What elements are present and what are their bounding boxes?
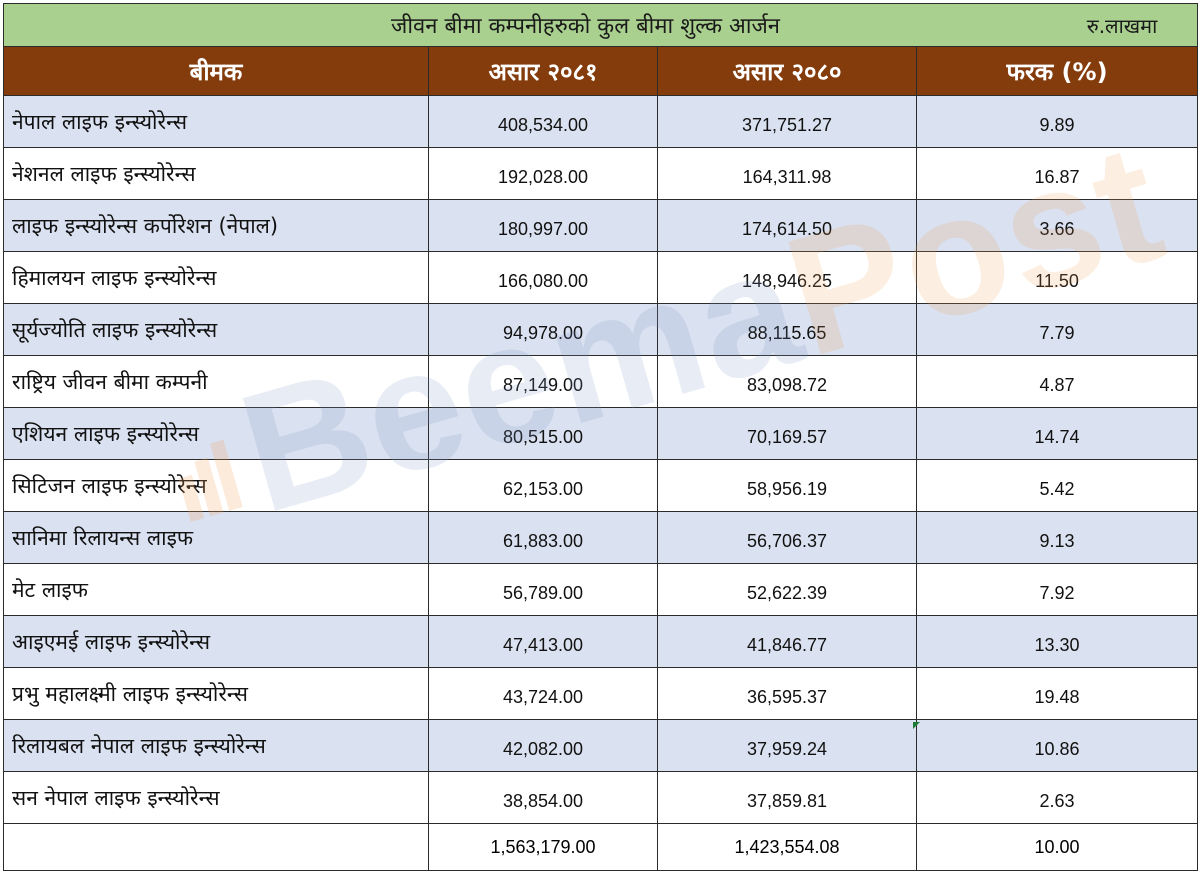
asar-2081-cell: 80,515.00 xyxy=(428,407,658,460)
table-row: सन नेपाल लाइफ इन्स्योरेन्स 38,854.00 37,85… xyxy=(3,771,1199,824)
table-row: रिलायबल नेपाल लाइफ इन्स्योरेन्स 42,082.00… xyxy=(3,719,1199,772)
header-asar-2080: असार २०८० xyxy=(657,46,917,96)
title-row: जीवन बीमा कम्पनीहरुको कुल बीमा शुल्क आर्… xyxy=(2,3,1199,47)
asar-2081-cell: 38,854.00 xyxy=(428,771,658,824)
difference-cell: 2.63 xyxy=(915,771,1199,824)
insurer-name-cell: सूर्यज्योति लाइफ इन्स्योरेन्स xyxy=(3,303,429,356)
asar-2081-cell: 47,413.00 xyxy=(428,615,658,668)
premium-table: जीवन बीमा कम्पनीहरुको कुल बीमा शुल्क आर्… xyxy=(2,3,1199,871)
table-row: मेट लाइफ 56,789.00 52,622.39 7.92 xyxy=(3,563,1199,616)
difference-cell: 3.66 xyxy=(915,199,1199,252)
difference-cell: 5.42 xyxy=(915,459,1199,512)
asar-2081-cell: 61,883.00 xyxy=(428,511,658,564)
asar-2081-cell: 94,978.00 xyxy=(428,303,658,356)
insurer-name-cell: सन नेपाल लाइफ इन्स्योरेन्स xyxy=(3,771,429,824)
insurer-name-cell: सिटिजन लाइफ इन्स्योरेन्स xyxy=(3,459,429,512)
asar-2080-cell: 164,311.98 xyxy=(657,147,917,200)
difference-cell: 13.30 xyxy=(915,615,1199,668)
insurer-name-cell: हिमालयन लाइफ इन्स्योरेन्स xyxy=(3,251,429,304)
asar-2080-cell: 41,846.77 xyxy=(657,615,917,668)
insurer-name-cell: राष्ट्रिय जीवन बीमा कम्पनी xyxy=(3,355,429,408)
asar-2081-cell: 180,997.00 xyxy=(428,199,658,252)
asar-2080-cell: 371,751.27 xyxy=(657,95,917,148)
difference-cell: 9.89 xyxy=(915,95,1199,148)
difference-cell: 19.48 xyxy=(915,667,1199,720)
insurer-name-cell: नेपाल लाइफ इन्स्योरेन्स xyxy=(3,95,429,148)
header-insurer: बीमक xyxy=(3,46,429,96)
asar-2081-cell: 166,080.00 xyxy=(428,251,658,304)
table-row: नेशनल लाइफ इन्स्योरेन्स 192,028.00 164,311… xyxy=(3,147,1199,200)
difference-cell: 11.50 xyxy=(915,251,1199,304)
difference-cell: 10.86 xyxy=(915,719,1199,772)
insurer-name-cell: लाइफ इन्स्योरेन्स कर्पोरेशन (नेपाल) xyxy=(3,199,429,252)
difference-cell: 7.79 xyxy=(915,303,1199,356)
asar-2081-cell: 62,153.00 xyxy=(428,459,658,512)
difference-cell: 9.13 xyxy=(915,511,1199,564)
table-row: सूर्यज्योति लाइफ इन्स्योरेन्स 94,978.00 88… xyxy=(3,303,1199,356)
insurer-name-cell: मेट लाइफ xyxy=(3,563,429,616)
insurer-name-cell: एशियन लाइफ इन्स्योरेन्स xyxy=(3,407,429,460)
table-row: प्रभु महालक्ष्मी लाइफ इन्स्योरेन्स 43,724… xyxy=(3,667,1199,720)
difference-cell: 7.92 xyxy=(915,563,1199,616)
insurer-name-cell: नेशनल लाइफ इन्स्योरेन्स xyxy=(3,147,429,200)
table-row: नेपाल लाइफ इन्स्योरेन्स 408,534.00 371,751… xyxy=(3,95,1199,148)
table-title: जीवन बीमा कम्पनीहरुको कुल बीमा शुल्क आर्… xyxy=(391,14,781,39)
total-2080-cell: 1,423,554.08 xyxy=(657,823,917,871)
total-2081-cell: 1,563,179.00 xyxy=(428,823,658,871)
asar-2080-cell: 148,946.25 xyxy=(657,251,917,304)
asar-2080-cell: 174,614.50 xyxy=(657,199,917,252)
asar-2081-cell: 43,724.00 xyxy=(428,667,658,720)
asar-2080-cell: 83,098.72 xyxy=(657,355,917,408)
asar-2080-cell: 58,956.19 xyxy=(657,459,917,512)
asar-2080-cell: 36,595.37 xyxy=(657,667,917,720)
table-row: एशियन लाइफ इन्स्योरेन्स 80,515.00 70,169.5… xyxy=(3,407,1199,460)
header-asar-2081: असार २०८१ xyxy=(428,46,658,96)
table-row: हिमालयन लाइफ इन्स्योरेन्स 166,080.00 148,9… xyxy=(3,251,1199,304)
table-row: सिटिजन लाइफ इन्स्योरेन्स 62,153.00 58,956.… xyxy=(3,459,1199,512)
asar-2081-cell: 408,534.00 xyxy=(428,95,658,148)
difference-cell: 4.87 xyxy=(915,355,1199,408)
insurer-name-cell: सानिमा रिलायन्स लाइफ xyxy=(3,511,429,564)
total-row: 1,563,179.00 1,423,554.08 10.00 xyxy=(3,823,1199,871)
asar-2081-cell: 87,149.00 xyxy=(428,355,658,408)
total-label-cell xyxy=(3,823,429,871)
insurer-name-cell: आइएमई लाइफ इन्स्योरेन्स xyxy=(3,615,429,668)
asar-2081-cell: 56,789.00 xyxy=(428,563,658,616)
unit-label: रु.लाखमा xyxy=(1086,13,1158,38)
asar-2080-cell: 37,959.24 xyxy=(657,719,917,772)
difference-cell: 14.74 xyxy=(915,407,1199,460)
asar-2080-cell: 37,859.81 xyxy=(657,771,917,824)
asar-2081-cell: 42,082.00 xyxy=(428,719,658,772)
insurance-premium-table-image: जीवन बीमा कम्पनीहरुको कुल बीमा शुल्क आर्… xyxy=(2,3,1199,871)
insurer-name-cell: प्रभु महालक्ष्मी लाइफ इन्स्योरेन्स xyxy=(3,667,429,720)
header-difference: फरक (%) xyxy=(915,46,1199,96)
insurer-name-cell: रिलायबल नेपाल लाइफ इन्स्योरेन्स xyxy=(3,719,429,772)
cell-marker xyxy=(913,722,920,729)
asar-2080-cell: 56,706.37 xyxy=(657,511,917,564)
table-row: आइएमई लाइफ इन्स्योरेन्स 47,413.00 41,846.7… xyxy=(3,615,1199,668)
table-row: राष्ट्रिय जीवन बीमा कम्पनी 87,149.00 83,09… xyxy=(3,355,1199,408)
header-row: बीमक असार २०८१ असार २०८० फरक (%) xyxy=(3,46,1199,96)
asar-2081-cell: 192,028.00 xyxy=(428,147,658,200)
asar-2080-cell: 70,169.57 xyxy=(657,407,917,460)
asar-2080-cell: 88,115.65 xyxy=(657,303,917,356)
difference-cell: 16.87 xyxy=(915,147,1199,200)
total-difference-cell: 10.00 xyxy=(915,823,1199,871)
table-row: लाइफ इन्स्योरेन्स कर्पोरेशन (नेपाल) 180,9… xyxy=(3,199,1199,252)
table-row: सानिमा रिलायन्स लाइफ 61,883.00 56,706.37 9.… xyxy=(3,511,1199,564)
asar-2080-cell: 52,622.39 xyxy=(657,563,917,616)
